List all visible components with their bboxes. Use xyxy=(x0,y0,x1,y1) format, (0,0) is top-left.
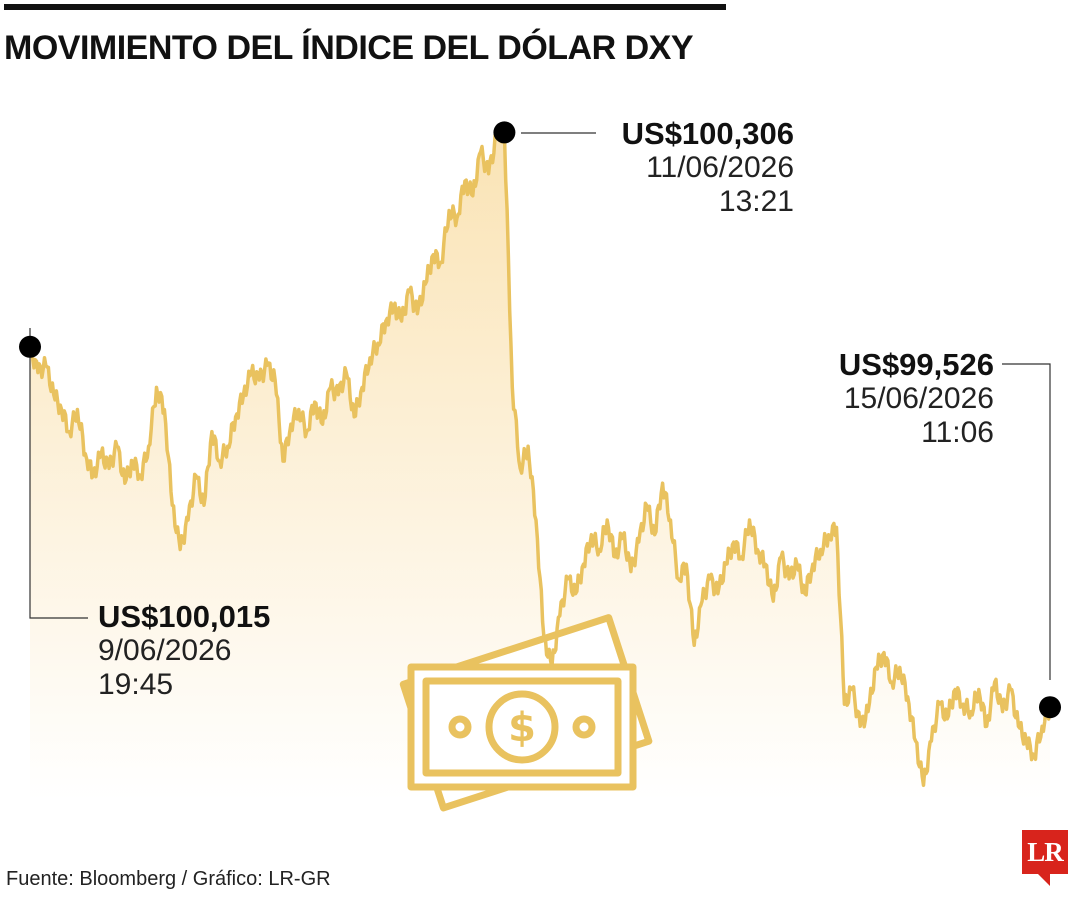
annotation-start: US$100,015 9/06/2026 19:45 xyxy=(98,600,270,702)
annotation-end: US$99,526 15/06/2026 11:06 xyxy=(760,348,994,450)
lr-logo: LR xyxy=(1022,830,1068,886)
annotation-end-time: 11:06 xyxy=(921,416,994,449)
annotation-start-date: 9/06/2026 xyxy=(98,634,232,667)
marker-end xyxy=(1039,696,1061,719)
source-note: Fuente: Bloomberg / Gráfico: LR-GR xyxy=(6,868,331,890)
marker-start xyxy=(19,335,41,358)
annotation-end-date: 15/06/2026 xyxy=(843,382,994,415)
annotation-high: US$100,306 11/06/2026 13:21 xyxy=(560,117,794,219)
annotation-high-value: US$100,306 xyxy=(621,116,794,151)
area-fill xyxy=(30,126,1050,800)
svg-text:$: $ xyxy=(508,705,536,751)
annotation-end-value: US$99,526 xyxy=(838,347,994,382)
money-bills-icon: $ xyxy=(399,614,653,812)
chart-title: MOVIMIENTO DEL ÍNDICE DEL DÓLAR DXY xyxy=(4,29,694,67)
marker-high xyxy=(493,121,516,144)
series-line xyxy=(28,124,1052,788)
top-rule xyxy=(4,4,726,10)
annotation-high-date: 11/06/2026 xyxy=(646,151,794,184)
leader-lines xyxy=(29,132,1051,680)
annotation-start-value: US$100,015 xyxy=(98,599,271,634)
annotation-high-time: 13:21 xyxy=(718,185,794,218)
annotation-start-time: 19:45 xyxy=(98,668,174,701)
